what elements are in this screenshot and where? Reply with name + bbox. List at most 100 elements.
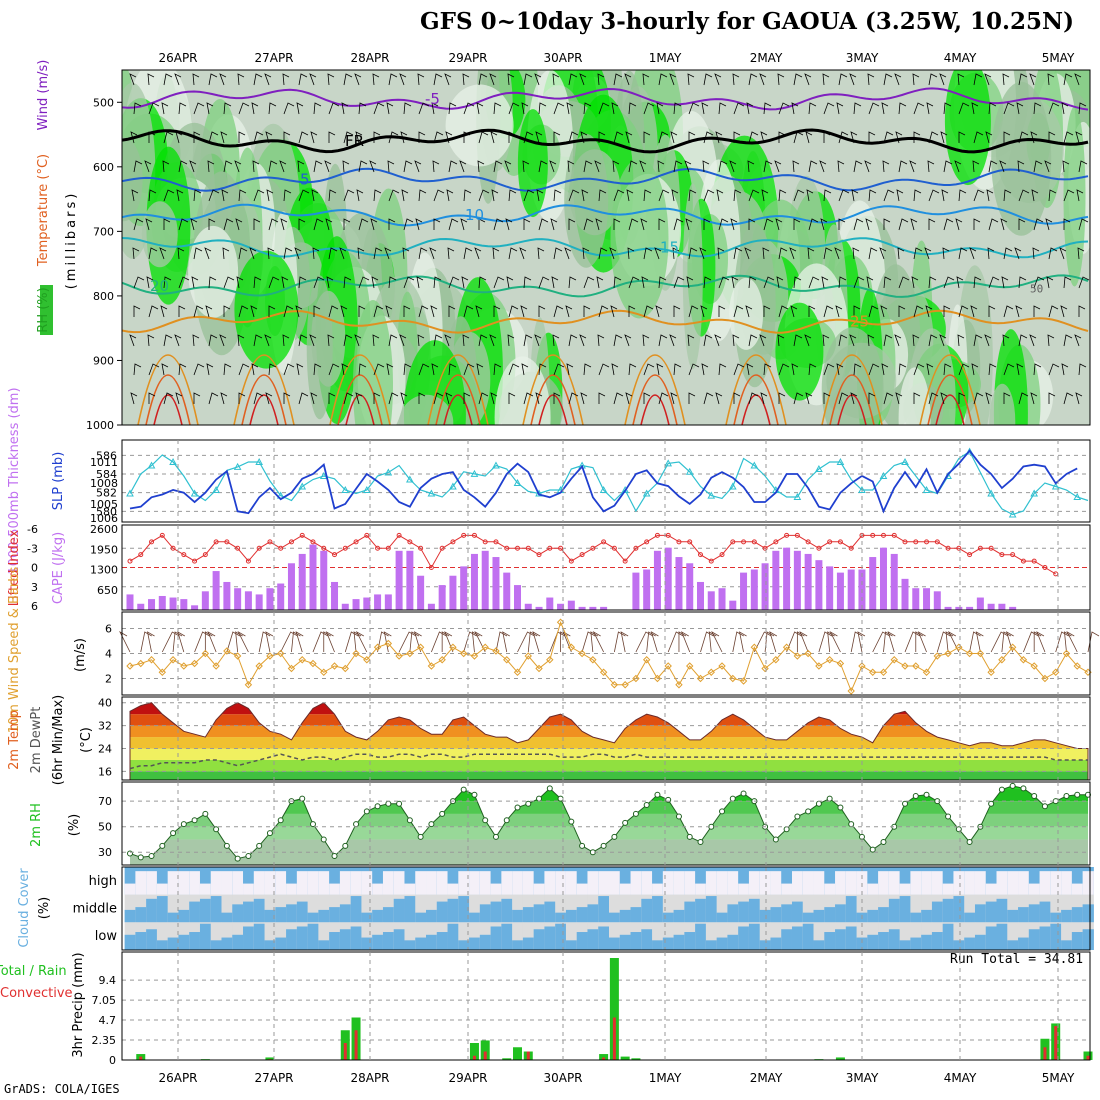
rh-point	[686, 833, 693, 840]
wind-barb	[399, 334, 407, 347]
precip-total-bar	[609, 958, 619, 1060]
cloud-cell	[953, 940, 965, 950]
wind-barb	[898, 276, 910, 289]
wind-barb	[400, 131, 408, 144]
wind-barb	[928, 276, 937, 289]
rh-point	[525, 800, 532, 807]
wind-barb	[222, 247, 230, 260]
cloud-cell-bg	[307, 894, 319, 923]
cape-bar	[298, 553, 306, 610]
wind-barb	[238, 392, 246, 404]
wind-barb	[551, 276, 559, 289]
wind-barb	[823, 102, 835, 115]
slp-point	[728, 482, 737, 490]
rh-point	[945, 813, 952, 820]
surface-wind-barb	[237, 630, 249, 653]
wind-barb	[926, 102, 934, 115]
wind-barb	[328, 131, 336, 143]
wind-barb	[583, 305, 591, 317]
cloud-cell	[522, 871, 535, 895]
wind-barb	[208, 276, 217, 289]
surface-wind-barb	[295, 631, 304, 653]
cloud-cell	[716, 912, 728, 923]
wind-barb	[1033, 305, 1041, 317]
wind-barb	[401, 189, 409, 202]
wind-barb	[267, 247, 275, 260]
wind-barb	[343, 276, 352, 289]
isotherm-dome-40	[640, 394, 670, 425]
cape-bar	[664, 547, 672, 610]
wind-barb	[490, 131, 498, 144]
rh-point	[353, 821, 360, 828]
date-label-top-5MAY: 5MAY	[1042, 51, 1075, 65]
precip-total-bar	[513, 1047, 523, 1060]
wind-barb	[943, 305, 951, 317]
cloud-cell	[415, 912, 427, 923]
rh-point	[1009, 782, 1016, 789]
surface-wind-barb	[883, 631, 893, 653]
surface-wind-barb	[827, 631, 835, 653]
isotherm-20	[122, 274, 1089, 298]
cloud-cell	[1071, 907, 1084, 923]
rh-blob	[306, 275, 333, 420]
slp-point	[922, 485, 931, 493]
wind-barb	[447, 247, 455, 260]
wind-barb	[553, 102, 565, 115]
lifted-index-point	[461, 532, 467, 538]
cloud-cell	[501, 923, 513, 950]
wind-barb	[521, 102, 529, 115]
slp-point	[233, 462, 242, 470]
wind-barb	[463, 392, 471, 404]
wind-barb	[163, 73, 173, 86]
cloud-cell	[178, 909, 190, 923]
rh-point	[245, 853, 252, 860]
lifted-index-point	[827, 539, 833, 545]
wind-barb	[822, 73, 830, 86]
wind-barb	[373, 131, 381, 143]
surface-wind-barb	[1087, 631, 1100, 653]
cloud-cell	[146, 898, 158, 923]
cloud-cell	[565, 909, 578, 923]
cloud-cell	[813, 871, 825, 895]
isotherm-dome-30	[427, 354, 489, 425]
wind-barb	[208, 131, 219, 144]
lifted-index-point	[299, 532, 305, 538]
wind-tick-4: 4	[105, 648, 112, 661]
wind-barb	[566, 102, 574, 115]
wind-barb	[403, 276, 415, 289]
wind-barb	[309, 334, 317, 347]
lifted-index-point	[482, 539, 488, 545]
cloud-cell	[156, 896, 169, 923]
wind-barb	[193, 392, 201, 404]
date-label-top-3MAY: 3MAY	[846, 51, 879, 65]
wind-barb	[326, 276, 334, 289]
wind-barb	[898, 305, 906, 317]
wind-barb	[238, 247, 248, 260]
wind-barb	[178, 363, 187, 376]
cape-bar	[901, 578, 909, 610]
wind-barb	[732, 334, 740, 347]
precip-convective-bar	[472, 1055, 476, 1060]
cloud-cell	[662, 871, 675, 895]
ytick-label-900: 900	[93, 354, 114, 367]
rh-blob	[494, 356, 551, 425]
cloud-cell	[684, 932, 696, 950]
wind-barb	[808, 218, 819, 231]
wind-barb	[973, 276, 982, 289]
surface-wind-barb	[667, 631, 684, 653]
wind-barb	[1031, 189, 1039, 202]
rh-point	[460, 786, 467, 793]
slp-point	[836, 457, 845, 465]
rh-point	[234, 855, 241, 862]
cloud-cell	[985, 883, 998, 895]
wind-barb	[175, 392, 183, 405]
lifted-tick--3: -3	[27, 542, 38, 555]
cloud-cell	[888, 929, 901, 950]
cloud-cell-bg	[490, 867, 502, 895]
cross-section-legend-2: Wind (m/s)	[36, 60, 51, 131]
wind-barb	[567, 160, 575, 173]
wind-barb	[988, 102, 997, 115]
wind-speed-point	[244, 681, 253, 689]
rh-point	[740, 790, 747, 797]
thickness-tick-586: 586	[96, 449, 117, 462]
